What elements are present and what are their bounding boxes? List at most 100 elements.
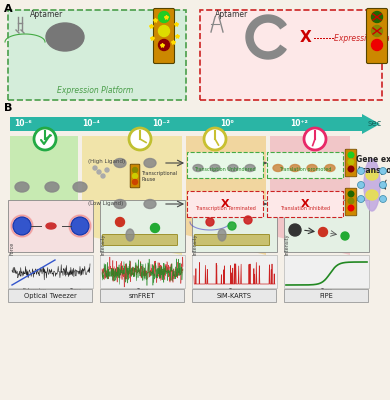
Text: Translation promoted: Translation promoted <box>279 167 331 172</box>
Text: smFRET: smFRET <box>129 293 155 299</box>
Circle shape <box>319 228 328 236</box>
FancyBboxPatch shape <box>103 234 177 246</box>
Text: Aptamer: Aptamer <box>215 10 248 19</box>
Circle shape <box>348 198 354 204</box>
Text: sec: sec <box>368 120 382 128</box>
Circle shape <box>158 40 170 50</box>
FancyBboxPatch shape <box>8 255 93 288</box>
FancyBboxPatch shape <box>284 200 369 252</box>
Circle shape <box>372 12 383 22</box>
Circle shape <box>304 128 326 150</box>
Text: Expression Platform: Expression Platform <box>334 34 390 43</box>
FancyBboxPatch shape <box>100 200 185 252</box>
FancyBboxPatch shape <box>187 152 263 178</box>
FancyBboxPatch shape <box>100 255 185 288</box>
Circle shape <box>105 168 109 172</box>
Text: X: X <box>300 30 312 46</box>
Ellipse shape <box>126 229 134 241</box>
Text: Intensity: Intensity <box>285 234 290 255</box>
Text: Time: Time <box>69 288 81 293</box>
Ellipse shape <box>193 164 203 172</box>
Text: Expression Platform: Expression Platform <box>57 86 133 95</box>
Text: A: A <box>4 4 12 14</box>
Text: 10⁻⁶: 10⁻⁶ <box>14 120 32 128</box>
FancyBboxPatch shape <box>195 234 269 246</box>
Circle shape <box>158 12 170 22</box>
Ellipse shape <box>210 164 220 172</box>
Text: Force: Force <box>9 242 14 255</box>
Ellipse shape <box>307 164 317 172</box>
Ellipse shape <box>325 164 335 172</box>
Circle shape <box>358 182 365 188</box>
Text: Aptamer: Aptamer <box>30 10 63 19</box>
Circle shape <box>129 128 151 150</box>
Ellipse shape <box>15 182 29 192</box>
Circle shape <box>71 217 89 235</box>
Circle shape <box>348 152 354 158</box>
Text: 10⁺²: 10⁺² <box>290 120 308 128</box>
FancyBboxPatch shape <box>192 200 277 252</box>
Text: Time: Time <box>136 288 148 293</box>
Text: B: B <box>4 103 12 113</box>
Text: 10⁻⁴: 10⁻⁴ <box>82 120 100 128</box>
Text: FIPE: FIPE <box>319 293 333 299</box>
Polygon shape <box>82 136 182 255</box>
Circle shape <box>34 128 56 150</box>
FancyBboxPatch shape <box>154 8 174 64</box>
Text: Time: Time <box>228 288 240 293</box>
Polygon shape <box>362 114 380 134</box>
FancyBboxPatch shape <box>8 200 93 252</box>
Text: Transcription Unhindered: Transcription Unhindered <box>194 167 256 172</box>
Circle shape <box>93 166 97 170</box>
Ellipse shape <box>228 164 238 172</box>
Circle shape <box>158 26 170 36</box>
FancyBboxPatch shape <box>100 289 184 302</box>
Ellipse shape <box>73 182 87 192</box>
Circle shape <box>348 159 354 165</box>
Circle shape <box>133 180 138 184</box>
Circle shape <box>13 217 31 235</box>
Text: (High Ligand): (High Ligand) <box>88 160 125 164</box>
FancyBboxPatch shape <box>192 289 276 302</box>
Ellipse shape <box>218 229 226 241</box>
Text: X: X <box>301 199 309 209</box>
Text: Extension: Extension <box>23 288 47 293</box>
Text: Time: Time <box>320 288 332 293</box>
FancyBboxPatch shape <box>345 149 357 177</box>
Circle shape <box>133 174 138 178</box>
Text: Optical Tweezer: Optical Tweezer <box>24 293 76 299</box>
Circle shape <box>341 232 349 240</box>
Circle shape <box>348 166 354 172</box>
Text: 10⁰: 10⁰ <box>220 120 234 128</box>
FancyBboxPatch shape <box>367 8 388 64</box>
Circle shape <box>101 174 105 178</box>
Text: (Low Ligand): (Low Ligand) <box>88 202 123 206</box>
Text: Translation Inhibited: Translation Inhibited <box>280 206 330 211</box>
FancyBboxPatch shape <box>192 255 277 288</box>
Circle shape <box>204 128 226 150</box>
Polygon shape <box>270 136 350 255</box>
Circle shape <box>151 224 160 232</box>
Circle shape <box>379 182 386 188</box>
Ellipse shape <box>11 215 33 237</box>
Circle shape <box>348 205 354 211</box>
Circle shape <box>289 224 301 236</box>
Ellipse shape <box>290 164 300 172</box>
Text: X: X <box>221 199 229 209</box>
FancyBboxPatch shape <box>200 10 382 100</box>
Ellipse shape <box>69 215 91 237</box>
FancyBboxPatch shape <box>8 10 186 100</box>
Ellipse shape <box>114 158 126 168</box>
Circle shape <box>133 168 138 172</box>
Circle shape <box>372 26 383 36</box>
Circle shape <box>379 196 386 202</box>
Circle shape <box>115 218 124 226</box>
Circle shape <box>228 222 236 230</box>
FancyBboxPatch shape <box>284 289 368 302</box>
Text: Intensity: Intensity <box>101 234 106 255</box>
Ellipse shape <box>273 164 283 172</box>
Ellipse shape <box>45 182 59 192</box>
Ellipse shape <box>144 158 156 168</box>
Text: Transcription Terminated: Transcription Terminated <box>195 206 255 211</box>
Ellipse shape <box>366 170 378 180</box>
